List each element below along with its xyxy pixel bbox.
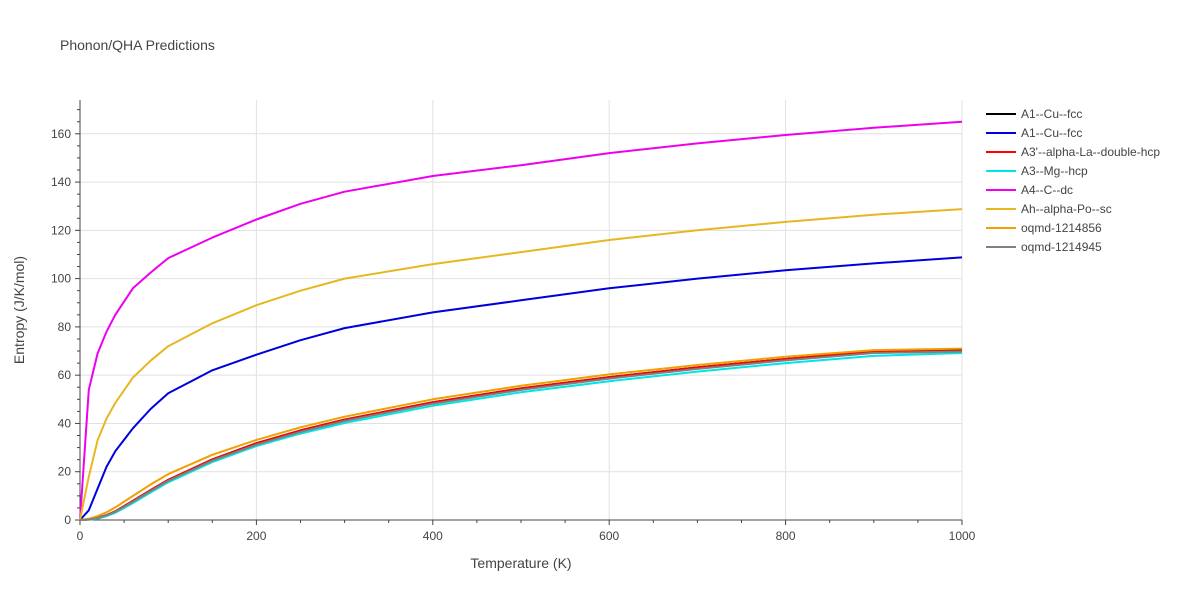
y-tick-label: 20 (58, 465, 72, 479)
legend-label: A1--Cu--fcc (1021, 126, 1082, 140)
series-line-4 (79, 120, 963, 521)
legend-label: A4--C--dc (1021, 183, 1073, 197)
x-tick-label: 200 (246, 529, 266, 543)
series-line-7 (79, 350, 963, 521)
y-tick-label: 140 (51, 175, 71, 189)
y-tick-label: 0 (64, 513, 71, 527)
y-tick-label: 60 (58, 368, 72, 382)
legend[interactable]: A1--Cu--fcc A1--Cu--fcc A3'--alpha-La--dou… (986, 107, 1160, 254)
x-tick-label: 1000 (949, 529, 976, 543)
legend-item-3[interactable]: A3--Mg--hcp (986, 164, 1088, 178)
y-tick-label: 40 (58, 416, 72, 430)
legend-label: oqmd-1214856 (1021, 221, 1102, 235)
series-line-5 (79, 208, 963, 521)
y-tick-label: 100 (51, 272, 71, 286)
x-axis-title: Temperature (K) (470, 555, 571, 571)
y-axis-title: Entropy (J/K/mol) (11, 256, 27, 364)
y-tick-label: 120 (51, 223, 71, 237)
legend-item-6[interactable]: oqmd-1214856 (986, 221, 1102, 235)
series-line-3 (79, 352, 963, 521)
legend-item-1[interactable]: A1--Cu--fcc (986, 126, 1082, 140)
chart-title: Phonon/QHA Predictions (60, 37, 215, 53)
series-lines (79, 120, 963, 521)
x-tick-label: 600 (599, 529, 619, 543)
legend-item-4[interactable]: A4--C--dc (986, 183, 1073, 197)
y-tick-label: 80 (58, 320, 72, 334)
axes (75, 100, 963, 525)
tick-labels: 0 200 400 600 800 1000 0 20 40 60 80 100 120 140 160 (51, 127, 976, 543)
series-line-0 (79, 349, 963, 521)
legend-label: A3'--alpha-La--double-hcp (1021, 145, 1160, 159)
series-line-2 (79, 350, 963, 521)
legend-item-0[interactable]: A1--Cu--fcc (986, 107, 1082, 121)
x-tick-label: 800 (776, 529, 796, 543)
legend-label: A3--Mg--hcp (1021, 164, 1088, 178)
legend-item-5[interactable]: Ah--alpha-Po--sc (986, 202, 1112, 216)
legend-label: A1--Cu--fcc (1021, 107, 1082, 121)
y-tick-label: 160 (51, 127, 71, 141)
x-tick-label: 400 (423, 529, 443, 543)
x-tick-label: 0 (77, 529, 84, 543)
series-line-1 (79, 256, 963, 521)
grid (80, 100, 963, 520)
legend-item-7[interactable]: oqmd-1214945 (986, 240, 1102, 254)
legend-label: Ah--alpha-Po--sc (1021, 202, 1112, 216)
legend-item-2[interactable]: A3'--alpha-La--double-hcp (986, 145, 1160, 159)
series-line-6 (79, 347, 963, 521)
legend-label: oqmd-1214945 (1021, 240, 1102, 254)
